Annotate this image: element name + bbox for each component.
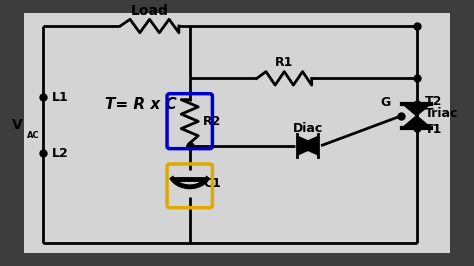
Text: R1: R1 — [275, 56, 293, 69]
Text: C1: C1 — [203, 177, 221, 190]
Text: Triac: Triac — [425, 107, 458, 120]
Text: R2: R2 — [203, 115, 221, 128]
Text: T= R x C: T= R x C — [105, 97, 176, 112]
Text: Diac: Diac — [293, 122, 323, 135]
Text: AC: AC — [27, 131, 39, 140]
Text: T1: T1 — [425, 123, 442, 136]
Polygon shape — [298, 136, 318, 155]
Text: G: G — [380, 96, 391, 109]
Polygon shape — [402, 116, 431, 128]
Text: L2: L2 — [52, 147, 68, 160]
Polygon shape — [298, 136, 318, 155]
Text: L1: L1 — [52, 90, 68, 103]
Text: V: V — [12, 118, 23, 132]
Polygon shape — [402, 104, 431, 116]
Text: T2: T2 — [425, 95, 442, 108]
Text: Load: Load — [131, 4, 168, 18]
